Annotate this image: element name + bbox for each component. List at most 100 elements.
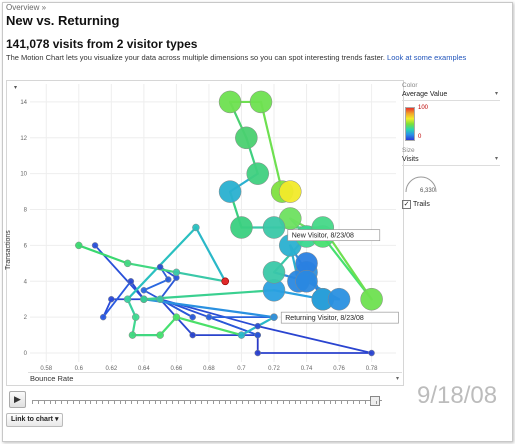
timeline-tick bbox=[282, 401, 284, 404]
timeline-tick bbox=[271, 401, 273, 404]
data-point bbox=[128, 331, 137, 339]
data-point bbox=[218, 90, 242, 114]
timeline-tick bbox=[207, 401, 208, 404]
timeline-tick bbox=[364, 401, 366, 404]
timeline-tick bbox=[317, 401, 319, 404]
timeline-tick bbox=[306, 401, 308, 404]
timeline-tick bbox=[177, 401, 179, 404]
y-tick-label: 2 bbox=[24, 315, 28, 321]
play-button[interactable]: ▶ bbox=[9, 391, 26, 408]
trails-toggle[interactable]: ✓ Trails bbox=[402, 200, 500, 209]
timeline-tick bbox=[323, 401, 325, 404]
timeline-tick bbox=[224, 401, 226, 404]
data-point bbox=[192, 223, 200, 232]
timeline-tick bbox=[242, 401, 243, 404]
y-tick-label: 8 bbox=[24, 208, 28, 214]
timeline-tick bbox=[335, 401, 337, 404]
y-axis-select-arrow[interactable]: ▾ bbox=[13, 85, 17, 91]
y-tick-label: 14 bbox=[20, 100, 27, 106]
timeline-tick bbox=[96, 401, 98, 404]
timeline-tick bbox=[84, 401, 86, 404]
timeline-tick bbox=[72, 401, 74, 404]
data-point bbox=[368, 349, 375, 357]
chevron-down-icon: ▾ bbox=[494, 91, 498, 97]
timeline-tick bbox=[61, 401, 63, 404]
tooltip-label: New Visitor, 8/23/08 bbox=[292, 233, 354, 240]
timeline-tick bbox=[137, 401, 138, 404]
timeline-tick bbox=[247, 401, 249, 404]
timeline-tick bbox=[32, 401, 33, 404]
trail-segment bbox=[259, 100, 284, 193]
timeline-tick bbox=[312, 401, 313, 404]
trail-segment bbox=[142, 289, 276, 301]
motion-chart-plot[interactable]: 0.58 0.6 0.62 0.64 0.66 0.68 0.7 0.72 0.74 0.76 0.… bbox=[6, 80, 402, 372]
timeline-tick bbox=[358, 401, 360, 404]
data-point bbox=[218, 180, 242, 203]
color-select[interactable]: Average Value ▾ bbox=[402, 89, 500, 101]
timeline-tick bbox=[125, 401, 127, 404]
link-to-chart-button[interactable]: Link to chart ▾ bbox=[6, 413, 64, 427]
data-point bbox=[235, 126, 258, 150]
x-tick-label: 0.58 bbox=[40, 366, 52, 372]
data-point bbox=[237, 331, 246, 339]
data-point bbox=[249, 90, 273, 114]
color-label: Color bbox=[402, 82, 418, 89]
data-point bbox=[295, 270, 318, 293]
trail-segment bbox=[142, 298, 276, 319]
timeline-tick bbox=[265, 401, 267, 404]
timeline-tick bbox=[119, 401, 121, 404]
examples-link[interactable]: Look at some examples bbox=[387, 53, 467, 62]
timeline-tick bbox=[341, 401, 343, 404]
data-point bbox=[127, 278, 135, 285]
data-point bbox=[140, 287, 148, 294]
timeline-tick bbox=[195, 401, 197, 404]
trail-segment bbox=[126, 262, 178, 274]
timeline-tick bbox=[189, 401, 191, 404]
data-point bbox=[270, 313, 278, 321]
trails-label: Trails bbox=[413, 201, 430, 208]
trails-checkbox[interactable]: ✓ bbox=[402, 200, 411, 209]
size-label: Size bbox=[402, 147, 415, 154]
chevron-down-icon: ▾ bbox=[395, 376, 399, 382]
timeline-tick bbox=[347, 401, 348, 404]
trail-segment bbox=[126, 226, 198, 301]
x-axis-select[interactable]: Bounce Rate ▾ bbox=[28, 372, 402, 384]
timeline-tick bbox=[102, 401, 103, 404]
current-date: 9/18/08 bbox=[417, 382, 498, 409]
trail-segment bbox=[77, 244, 129, 265]
tooltip-box bbox=[280, 311, 399, 324]
trail-segment bbox=[175, 271, 227, 283]
data-point bbox=[205, 313, 213, 321]
page-title: New vs. Returning bbox=[6, 13, 120, 28]
data-point bbox=[230, 216, 253, 239]
size-select-value: Visits bbox=[402, 156, 419, 163]
data-point bbox=[262, 216, 286, 239]
timeline-tick bbox=[277, 401, 278, 404]
x-axis-label: Bounce Rate bbox=[30, 374, 74, 383]
x-tick-label: 0.64 bbox=[138, 366, 150, 372]
timeline-tick bbox=[160, 401, 162, 404]
data-point bbox=[91, 242, 99, 249]
x-tick-label: 0.62 bbox=[105, 366, 117, 372]
data-point bbox=[172, 313, 181, 321]
timeline-tick bbox=[131, 401, 133, 404]
trail-segment bbox=[256, 325, 373, 354]
tooltip-box bbox=[287, 229, 381, 242]
y-tick-label: 6 bbox=[24, 243, 28, 249]
highlight-point bbox=[221, 277, 229, 286]
color-legend: 100 0 bbox=[402, 101, 500, 145]
breadcrumb[interactable]: Overview » bbox=[6, 3, 47, 12]
timeline-handle[interactable] bbox=[370, 396, 380, 406]
timeline-tick bbox=[90, 401, 92, 404]
color-select-value: Average Value bbox=[402, 91, 448, 98]
timeline-tick bbox=[288, 401, 290, 404]
data-point bbox=[327, 287, 351, 311]
timeline-tick bbox=[329, 401, 331, 404]
timeline-tick bbox=[172, 401, 173, 404]
data-point bbox=[75, 241, 83, 250]
description: The Motion Chart lets you visualize your… bbox=[6, 53, 466, 62]
data-point bbox=[189, 331, 196, 339]
data-point bbox=[254, 322, 261, 330]
timeline-slider[interactable] bbox=[32, 396, 382, 406]
size-select[interactable]: Visits ▾ bbox=[402, 154, 500, 166]
